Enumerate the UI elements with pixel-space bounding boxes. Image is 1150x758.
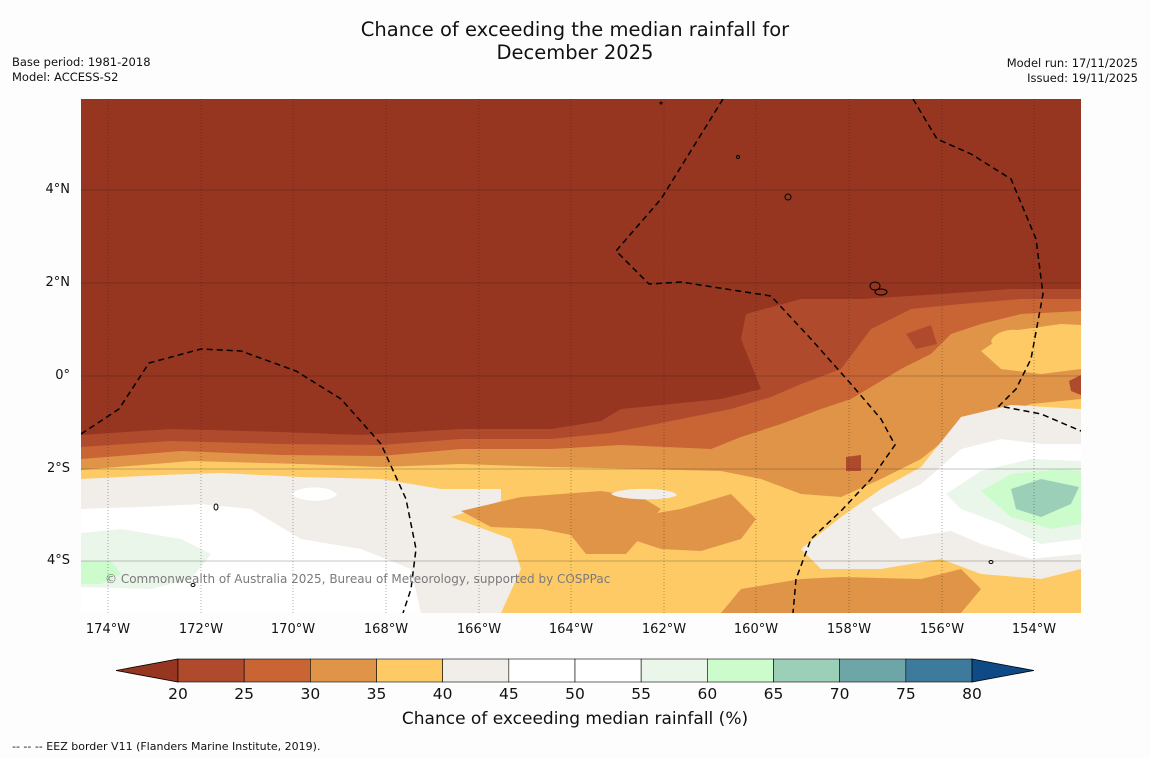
lat-label-0: 0° [55, 368, 70, 383]
patch-35-40-ne [621, 494, 756, 551]
colorbar-segment [839, 658, 907, 683]
model-run: Model run: 17/11/2025 [1006, 56, 1138, 70]
lon-label-154w: 154°W [1011, 622, 1057, 637]
lon-label-162w: 162°W [641, 622, 687, 637]
lon-label-170w: 170°W [270, 622, 316, 637]
colorbar-segment [376, 658, 443, 683]
lat-label-4s: 4°S [46, 553, 70, 568]
model-name: Model: ACCESS-S2 [12, 70, 119, 84]
lon-label-174w: 174°W [85, 622, 131, 637]
rainfall-map [81, 99, 1081, 613]
colorbar-segment [707, 658, 774, 683]
lon-label-158w: 158°W [826, 622, 872, 637]
patch-25-30-d [1069, 375, 1081, 395]
lat-label-4n: 4°N [45, 182, 71, 197]
colorbar-tick-label: 70 [829, 685, 850, 703]
colorbar-tick-label: 30 [300, 685, 321, 703]
meta-right: Model run: 17/11/2025 Issued: 19/11/2025 [1007, 56, 1138, 86]
colorbar-segment [640, 658, 708, 683]
colorbar-segment [310, 658, 377, 683]
colorbar-segment [574, 658, 642, 683]
lon-label-172w: 172°W [178, 622, 224, 637]
colorbar-extend-high [971, 658, 1035, 683]
colorbar [115, 658, 1035, 683]
colorbar-tick-label: 20 [168, 685, 188, 703]
band-50-55 [81, 504, 421, 613]
eez-borders [81, 99, 1081, 613]
colorbar-segment [508, 658, 576, 683]
colorbar-segment [773, 658, 840, 683]
colorbar-tick-label: 40 [432, 685, 453, 703]
map-canvas [81, 99, 1081, 613]
colorbar-tick-label: 80 [962, 685, 982, 703]
patch-white-oval-center [611, 488, 677, 500]
colorbar-tick-label: 65 [763, 685, 784, 703]
colorbar-title: Chance of exceeding median rainfall (%) [401, 709, 749, 729]
eez-legend-footer: -- -- -- EEZ border V11 (Flanders Marine… [12, 740, 321, 753]
colorbar-tick-label: 60 [697, 685, 718, 703]
colorbar-tick-label: 75 [895, 685, 916, 703]
latitude-grid [81, 189, 1081, 562]
colorbar-tick-label: 55 [631, 685, 652, 703]
meta-left: Base period: 1981-2018 Model: ACCESS-S2 [12, 55, 151, 85]
patch-40-45-oval [991, 329, 1033, 352]
title-line-2: December 2025 [496, 41, 654, 64]
band-60-65-west [81, 561, 121, 584]
colorbar-tick-label: 25 [234, 685, 255, 703]
colorbar-segment [905, 658, 973, 683]
map-title: Chance of exceeding the median rainfall … [0, 18, 1150, 64]
colorbar-segment [243, 658, 311, 683]
patch-25-30-b [906, 325, 937, 349]
colorbar-tick-label: 35 [366, 685, 387, 703]
colorbar-tick-label: 50 [565, 685, 585, 703]
issued-date: Issued: 19/11/2025 [1027, 71, 1138, 85]
patch-25-30-c [846, 455, 861, 471]
patch-35-40-south [566, 519, 641, 554]
title-line-1: Chance of exceeding the median rainfall … [360, 18, 790, 41]
lon-label-160w: 160°W [733, 622, 779, 637]
patch-white-oval-west [291, 487, 337, 501]
lat-label-2s: 2°S [46, 461, 70, 476]
base-period: Base period: 1981-2018 [12, 55, 151, 69]
colorbar-tick-label: 45 [498, 685, 519, 703]
lon-label-164w: 164°W [548, 622, 594, 637]
colorbar-segment [177, 658, 245, 683]
lat-label-2n: 2°N [45, 275, 71, 290]
copyright-notice: © Commonwealth of Australia 2025, Bureau… [105, 572, 611, 586]
lon-label-166w: 166°W [456, 622, 502, 637]
band-65-70 [1011, 479, 1079, 517]
lon-label-156w: 156°W [919, 622, 965, 637]
colorbar-segment [442, 658, 510, 683]
lon-label-168w: 168°W [363, 622, 409, 637]
islands [190, 101, 994, 587]
patch-35-40-se [721, 569, 981, 613]
colorbar-extend-low [115, 658, 179, 683]
